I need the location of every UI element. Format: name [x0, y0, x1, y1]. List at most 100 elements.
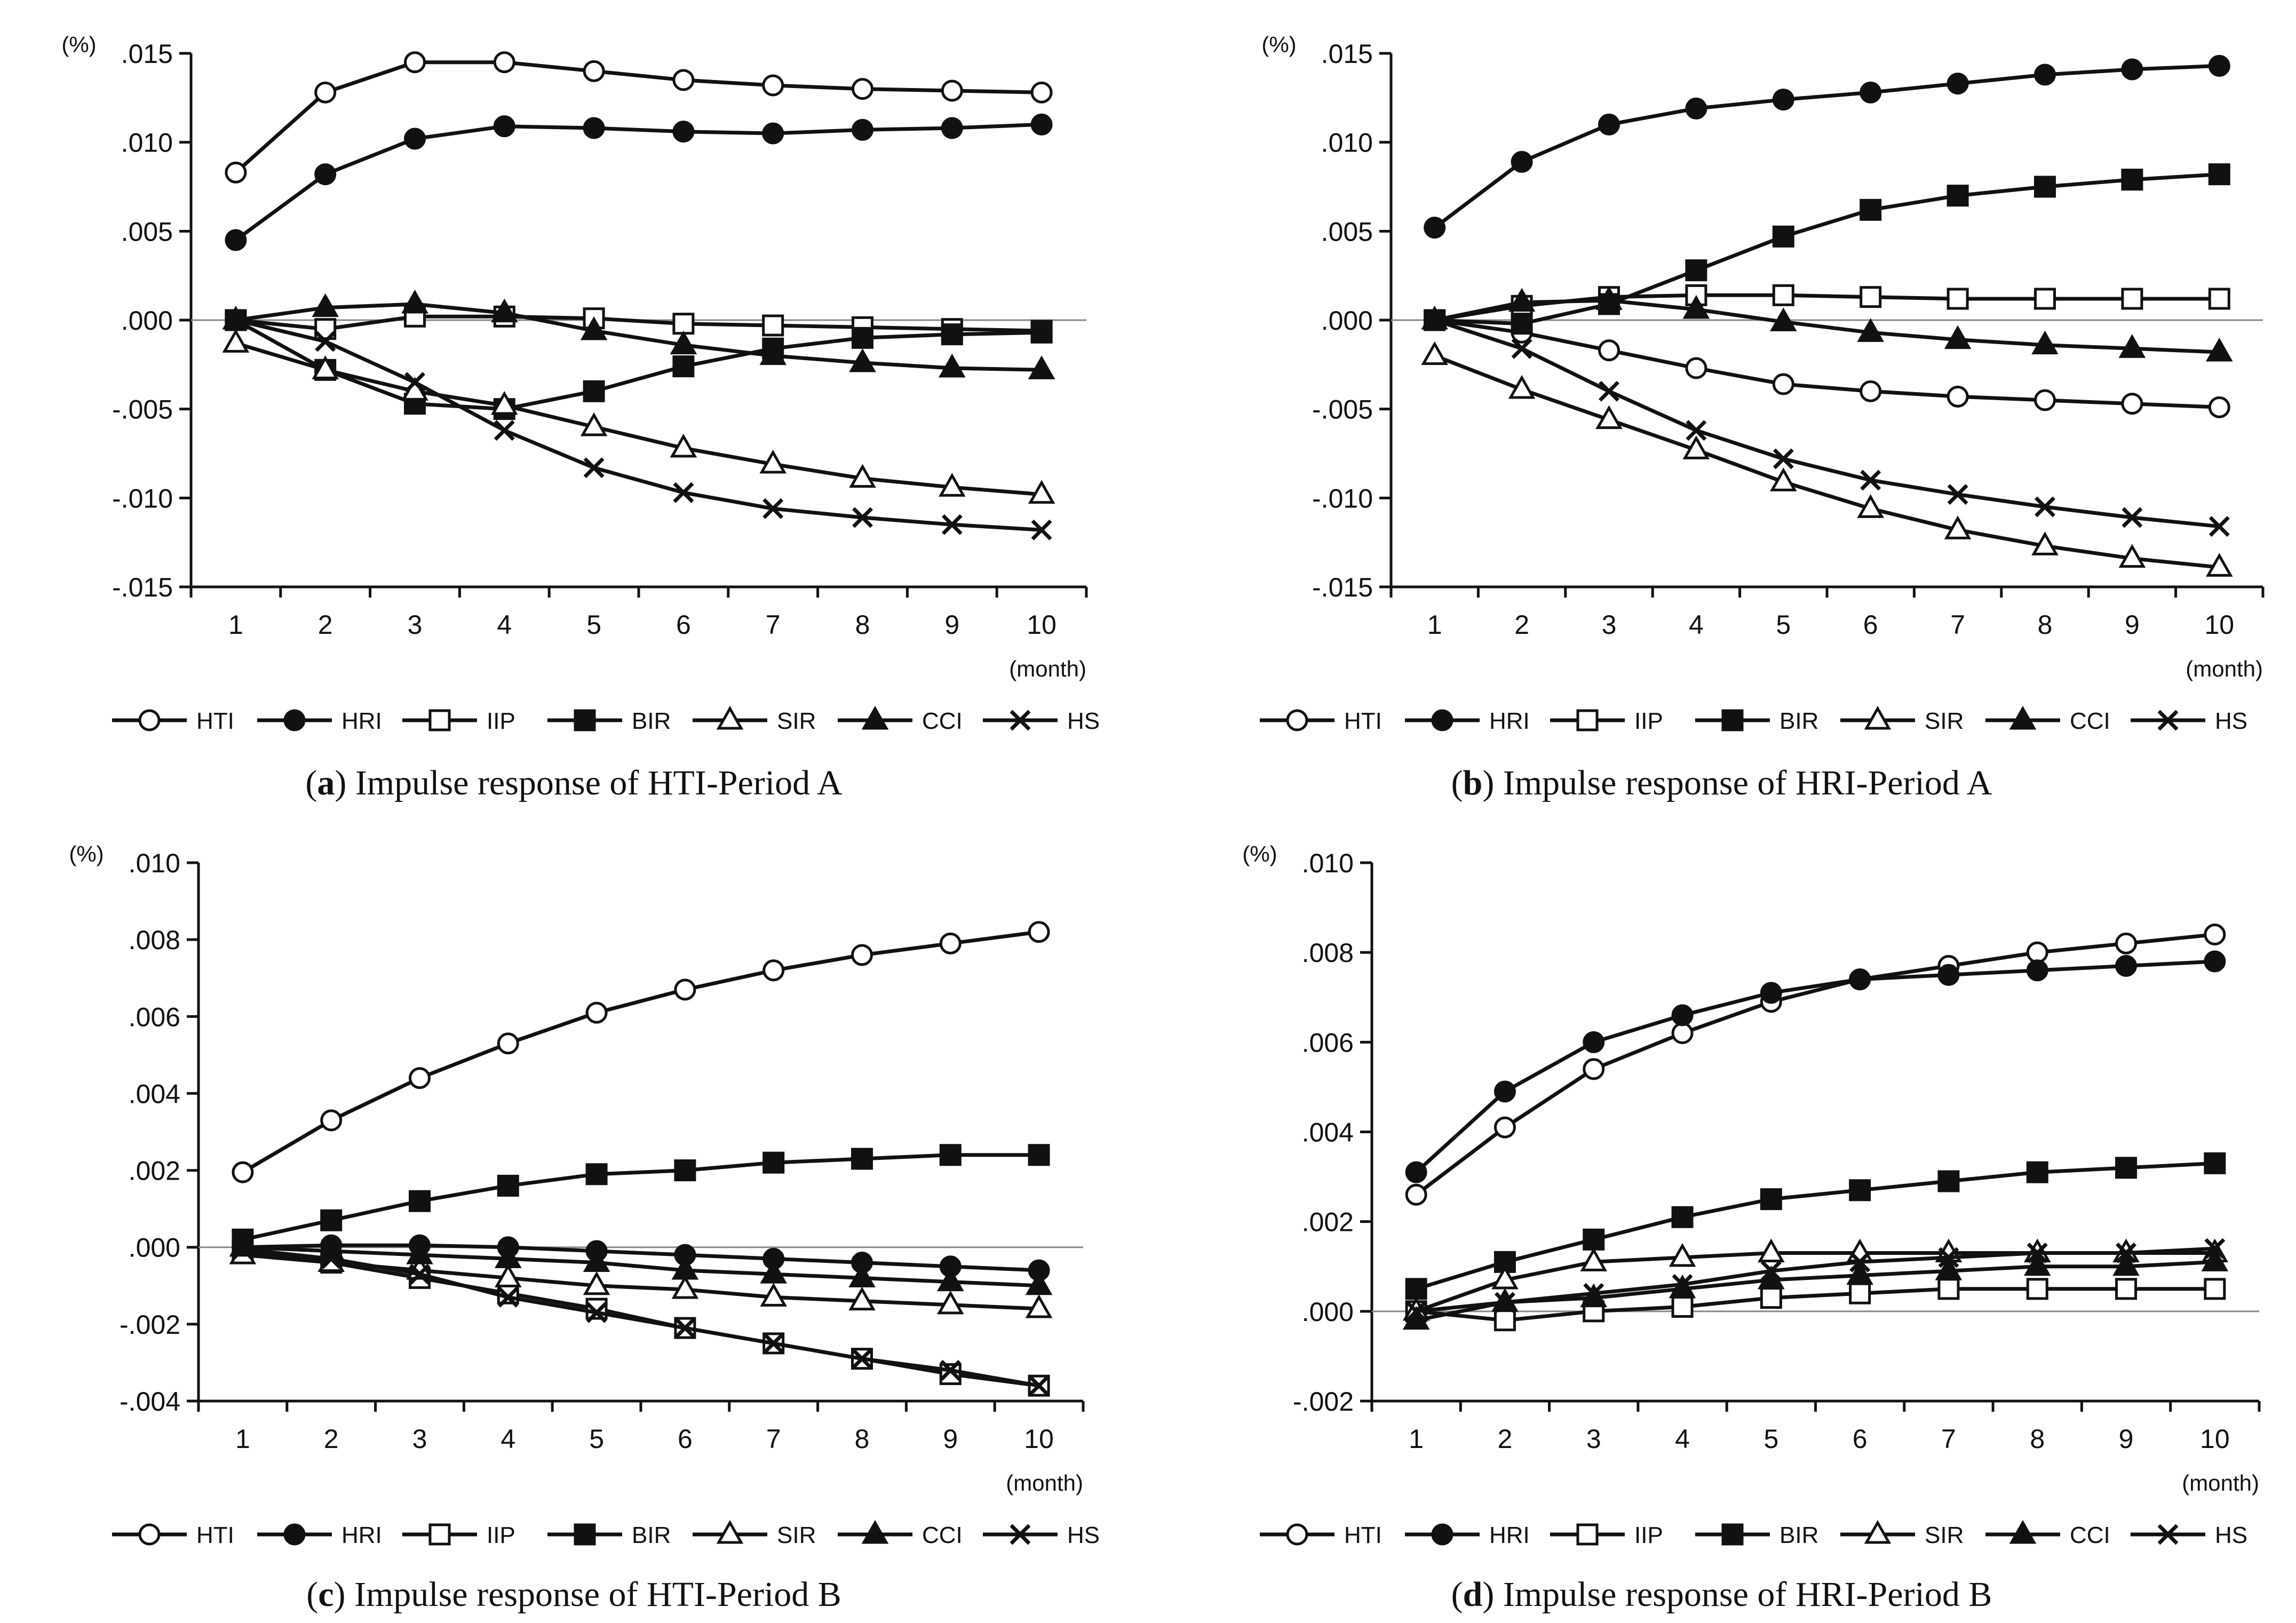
- point-hti-5: [583, 60, 605, 82]
- point-sir-4: [1669, 1243, 1696, 1267]
- legend-label: HS: [2215, 708, 2247, 734]
- point-bir-10: [1028, 1144, 1050, 1166]
- point-cci-10: [1025, 1271, 1053, 1295]
- legend-item-hs: HS: [983, 708, 1100, 734]
- point-hri-6: [1849, 968, 1871, 991]
- point-sir-5: [1758, 1238, 1785, 1263]
- point-sir-8: [848, 1286, 876, 1311]
- series-iip: [1405, 1278, 2226, 1332]
- point-bir-2: [320, 1209, 343, 1231]
- legend-marker-cci: [2009, 705, 2037, 730]
- point-hri-3: [404, 128, 426, 150]
- point-cci-4: [495, 1244, 522, 1268]
- y-tick-label: -.004: [120, 1387, 180, 1417]
- point-cci-2: [312, 293, 339, 317]
- point-iip-8: [2026, 1278, 2048, 1300]
- y-tick-label: .008: [1302, 938, 1354, 968]
- series-hs: [1405, 1238, 2226, 1322]
- point-iip-5: [1772, 284, 1794, 306]
- series-hri: [1405, 950, 2226, 1183]
- point-cci-7: [1944, 325, 1972, 349]
- series-hri: [225, 113, 1053, 251]
- legend-marker-bir: [1721, 709, 1744, 731]
- x-axis-label: (month): [1009, 656, 1086, 681]
- legend-item-hti: HTI: [1260, 1522, 1382, 1548]
- point-sir-4: [491, 391, 518, 415]
- point-hti-1: [232, 1161, 254, 1183]
- y-tick-label: .005: [1321, 217, 1373, 246]
- point-sir-6: [671, 1275, 699, 1299]
- point-cci-5: [1770, 307, 1797, 331]
- point-sir-10: [1025, 1294, 1053, 1318]
- legend-label: HS: [2215, 1522, 2247, 1548]
- legend-label: BIR: [1779, 1522, 1818, 1548]
- legend-marker-iip: [1576, 709, 1599, 731]
- point-hti-2: [1493, 1116, 1516, 1139]
- point-bir-6: [1849, 1179, 1871, 1202]
- series-line-cci: [235, 302, 1042, 372]
- legend-label: HRI: [1489, 1522, 1530, 1548]
- legend-label: SIR: [777, 708, 816, 734]
- legend: HTI HRI IIP BIR SIR CCI HS: [1260, 1519, 2247, 1548]
- legend-item-cci: CCI: [1985, 705, 2110, 734]
- legend-label: SIR: [1925, 708, 1964, 734]
- y-tick-label: .008: [129, 925, 180, 955]
- point-cci-10: [1028, 355, 1055, 379]
- x-tick-label: 9: [943, 1424, 958, 1454]
- legend-item-sir: SIR: [1840, 705, 1964, 734]
- x-tick-label: 3: [412, 1424, 427, 1454]
- point-bir-5: [583, 380, 605, 402]
- legend-marker-hs: [2157, 1524, 2179, 1545]
- legend-marker-hti: [138, 709, 161, 731]
- point-cci-7: [759, 341, 786, 365]
- point-hs-3: [1583, 1283, 1604, 1304]
- series-line-iip: [235, 314, 1042, 333]
- x-tick-label: 8: [2030, 1424, 2045, 1454]
- point-iip-7: [1937, 1278, 1960, 1300]
- point-hri-8: [2026, 959, 2048, 982]
- x-tick-label: 7: [766, 610, 781, 640]
- point-hri-8: [2034, 63, 2056, 86]
- point-bir-6: [674, 1159, 696, 1182]
- point-hri-1: [225, 229, 247, 251]
- caption-text: Impulse response of HRI-Period B: [1503, 1575, 1992, 1614]
- legend-label: SIR: [777, 1522, 816, 1548]
- legend-item-hri: HRI: [257, 1522, 382, 1548]
- x-tick-label: 3: [1586, 1424, 1601, 1454]
- legend-marker-hri: [1431, 709, 1453, 731]
- x-tick-label: 2: [324, 1424, 339, 1454]
- series-line-bir: [235, 318, 1042, 411]
- point-hti-2: [314, 81, 337, 104]
- point-cci-6: [670, 330, 697, 355]
- point-sir-7: [759, 449, 786, 474]
- point-hs-8: [852, 1348, 872, 1370]
- series-line-cci: [242, 1245, 1039, 1288]
- point-hti-8: [851, 944, 873, 966]
- caption-c: (c) Impulse response of HTI-Period B: [306, 1575, 841, 1614]
- point-bir-8: [851, 1148, 873, 1170]
- point-bir-7: [1947, 185, 1969, 207]
- legend-marker-hti: [1286, 709, 1308, 731]
- point-hri-2: [1493, 1080, 1516, 1103]
- point-cci-6: [1846, 1261, 1873, 1285]
- legend-label: SIR: [1925, 1522, 1964, 1548]
- x-axis-label: (month): [2182, 1470, 2259, 1495]
- x-tick-label: 7: [1950, 610, 1965, 640]
- x-tick-label: 2: [1514, 610, 1529, 640]
- point-hri-4: [1671, 1004, 1694, 1027]
- point-hti-2: [320, 1109, 343, 1132]
- x-tick-label: 4: [497, 610, 512, 640]
- series-line-iip: [1416, 1287, 2215, 1323]
- point-hti-4: [497, 1032, 519, 1055]
- point-hs-9: [941, 514, 963, 535]
- point-bir-9: [939, 1144, 962, 1166]
- x-tick-label: 9: [2125, 610, 2140, 640]
- x-tick-label: 5: [1776, 610, 1791, 640]
- x-tick-label: 1: [235, 1424, 250, 1454]
- point-hri-6: [1860, 81, 1882, 104]
- point-hri-8: [852, 118, 873, 141]
- point-bir-5: [1760, 1188, 1782, 1211]
- x-tick-label: 7: [766, 1424, 781, 1454]
- point-bir-7: [762, 1151, 785, 1174]
- legend: HTI HRI IIP BIR SIR CCI HS: [1260, 705, 2247, 734]
